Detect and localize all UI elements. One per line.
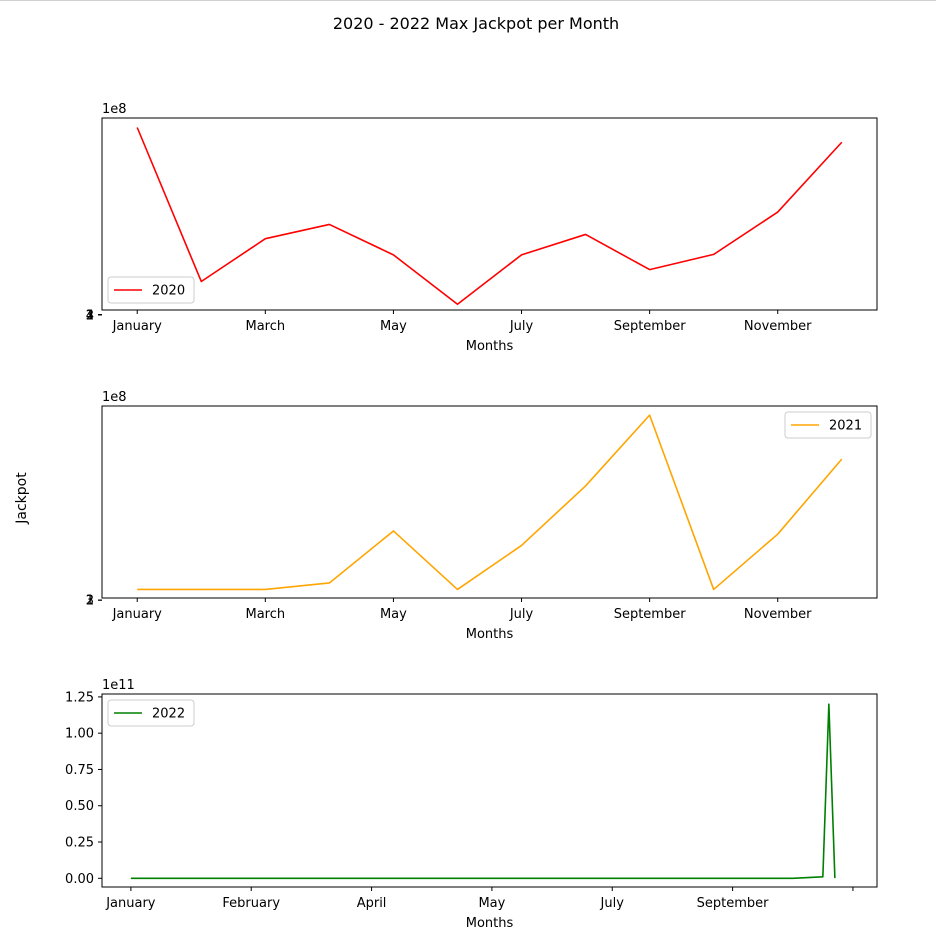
series-line-2020 <box>136 127 843 306</box>
legend: 2021 <box>784 411 872 439</box>
y-tick-label: 1.00 <box>65 727 94 742</box>
figure-ylabel: Jackpot <box>14 472 30 525</box>
x-tick-label: November <box>744 607 812 622</box>
x-tick-label: July <box>509 319 534 334</box>
axes-frame <box>101 405 878 599</box>
subplot-2: January March May July September November 123 1… <box>86 390 878 642</box>
legend-box <box>107 699 195 727</box>
y-tick-label: 0.25 <box>65 836 94 851</box>
y-tick-label: 0.75 <box>65 763 94 778</box>
legend-label: 2021 <box>829 419 862 434</box>
axes-frame <box>101 117 878 311</box>
series-line-2022 <box>130 703 836 880</box>
y-tick-label: 2 <box>86 594 94 609</box>
x-tick-label: January <box>112 607 163 622</box>
x-tick-label: September <box>614 607 687 622</box>
x-tick-label: January <box>112 319 163 334</box>
x-tick-label: September <box>697 896 770 911</box>
legend-label: 2020 <box>152 284 185 299</box>
subplot-3: January February April May July September 0.00… <box>65 678 878 931</box>
y-offset-text: 1e11 <box>102 678 135 693</box>
y-offset-text: 1e8 <box>102 390 127 405</box>
x-tick-label: February <box>222 896 280 911</box>
x-tick-label: November <box>744 319 812 334</box>
y-tick-label: 1.25 <box>65 690 94 705</box>
legend-box <box>107 276 195 304</box>
legend: 2020 <box>107 276 195 304</box>
y-tick-label: 0.50 <box>65 799 94 814</box>
figure-title: 2020 - 2022 Max Jackpot per Month <box>333 14 619 33</box>
series-line-2021 <box>137 414 843 591</box>
y-tick-label: 0.00 <box>65 872 94 887</box>
legend-label: 2022 <box>152 707 185 722</box>
x-tick-label: March <box>246 319 286 334</box>
x-axis-label: Months <box>466 339 514 354</box>
x-tick-label: January <box>105 896 156 911</box>
y-tick-label: 3 <box>86 594 94 609</box>
x-axis-label: Months <box>466 627 514 642</box>
x-tick-label: May <box>380 319 407 334</box>
subplot-1: January March May July September November 1234… <box>86 102 878 354</box>
y-tick-label: 1 <box>86 594 94 609</box>
legend: 2022 <box>107 699 195 727</box>
x-tick-label: July <box>600 896 625 911</box>
x-tick-label: July <box>509 607 534 622</box>
y-tick-label: 3 <box>86 308 94 323</box>
y-tick-label: 4 <box>86 308 94 323</box>
x-tick-label: April <box>357 896 387 911</box>
legend-box <box>784 411 872 439</box>
y-tick-label: 1 <box>86 308 94 323</box>
x-tick-label: May <box>478 896 505 911</box>
x-tick-label: March <box>246 607 286 622</box>
x-tick-label: May <box>380 607 407 622</box>
y-offset-text: 1e8 <box>102 102 127 117</box>
x-axis-label: Months <box>466 916 514 931</box>
top-border-line <box>0 0 936 1</box>
axes-frame <box>101 693 878 888</box>
x-tick-label: September <box>614 319 687 334</box>
y-tick-label: 2 <box>86 308 94 323</box>
